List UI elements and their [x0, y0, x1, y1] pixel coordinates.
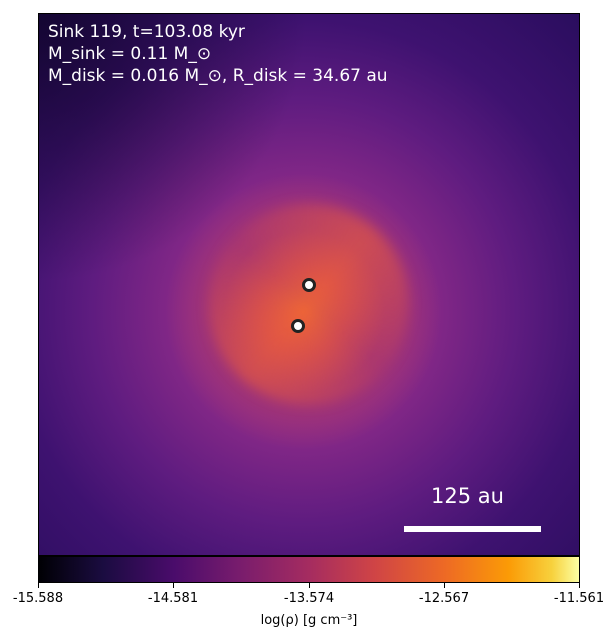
density-map: Sink 119, t=103.08 kyr M_sink = 0.11 M_⊙… [38, 13, 580, 556]
colorbar [38, 556, 580, 583]
colorbar-tick [579, 583, 580, 588]
colorbar-tick-label: -12.567 [418, 591, 470, 606]
sink-marker-icon [291, 319, 305, 333]
sink-time-label: Sink 119, t=103.08 kyr [48, 22, 245, 42]
colorbar-label: log(ρ) [g cm⁻³] [260, 613, 358, 628]
spiral-structure [209, 204, 409, 404]
scale-bar-label: 125 au [431, 484, 504, 508]
colorbar-tick-label: -14.581 [147, 591, 199, 606]
scale-bar [404, 526, 541, 532]
colorbar-tick [173, 583, 174, 588]
colorbar-tick-label: -15.588 [12, 591, 64, 606]
colorbar-tick [38, 583, 39, 588]
sink-mass-label: M_sink = 0.11 M_⊙ [48, 44, 212, 64]
sink-marker-icon [302, 278, 316, 292]
colorbar-tick [309, 583, 310, 588]
colorbar-tick-label: -13.574 [283, 591, 335, 606]
colorbar-tick [444, 583, 445, 588]
disk-properties-label: M_disk = 0.016 M_⊙, R_disk = 34.67 au [48, 66, 388, 86]
colorbar-tick-label: -11.561 [553, 591, 605, 606]
